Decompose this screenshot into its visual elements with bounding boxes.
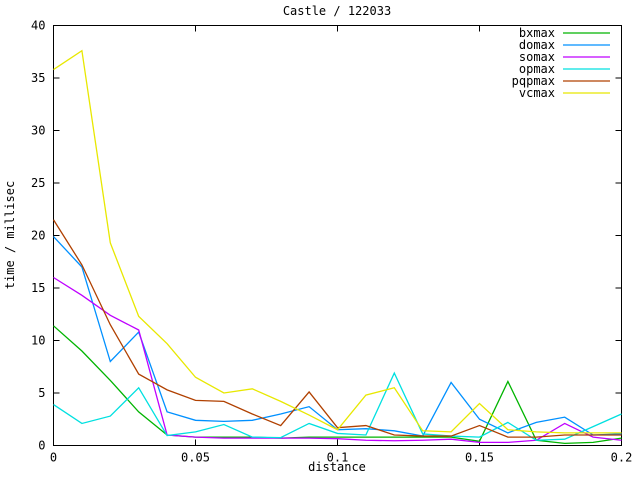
y-tick-label: 35 — [31, 71, 45, 85]
legend-item-bxmax: bxmax — [519, 26, 610, 40]
legend-label-opmax: opmax — [519, 62, 555, 76]
series-lines — [52, 49, 622, 445]
legend-label-pqpmax: pqpmax — [512, 74, 555, 88]
legend-item-somax: somax — [519, 50, 610, 64]
x-tick-label: 0.05 — [181, 451, 210, 465]
series-line-opmax — [53, 371, 622, 441]
legend-item-opmax: opmax — [519, 62, 610, 76]
legend-label-bxmax: bxmax — [519, 26, 555, 40]
chart-title: Castle / 122033 — [283, 4, 391, 18]
x-tick-label: 0.2 — [611, 451, 633, 465]
x-tick-label: 0.1 — [327, 451, 349, 465]
legend-label-somax: somax — [519, 50, 555, 64]
plot-axes: 0 0.05 0.1 0.15 0.2 0 5 10 15 20 25 30 35 40 — [31, 19, 632, 465]
y-tick-label: 5 — [38, 386, 45, 400]
series-line-vcmax — [53, 49, 622, 434]
legend-label-domax: domax — [519, 38, 555, 52]
x-axis-label: distance — [308, 460, 366, 474]
legend-item-pqpmax: pqpmax — [512, 74, 610, 88]
series-line-somax — [53, 276, 622, 444]
series-line-domax — [53, 236, 622, 437]
y-tick-label: 20 — [31, 229, 45, 243]
series-line-pqpmax — [52, 219, 622, 438]
y-tick-label: 15 — [31, 281, 45, 295]
legend-item-vcmax: vcmax — [519, 86, 610, 100]
series-line-bxmax — [53, 325, 622, 445]
x-tick-label: 0.15 — [465, 451, 494, 465]
y-tick-label: 0 — [38, 439, 45, 453]
y-tick-label: 25 — [31, 176, 45, 190]
y-axis-label: time / millisec — [3, 181, 17, 289]
y-tick-label: 30 — [31, 124, 45, 138]
legend-label-vcmax: vcmax — [519, 86, 555, 100]
x-tick-label: 0 — [50, 451, 57, 465]
y-tick-label: 10 — [31, 334, 45, 348]
y-tick-label: 40 — [31, 19, 45, 33]
legend-item-domax: domax — [519, 38, 610, 52]
